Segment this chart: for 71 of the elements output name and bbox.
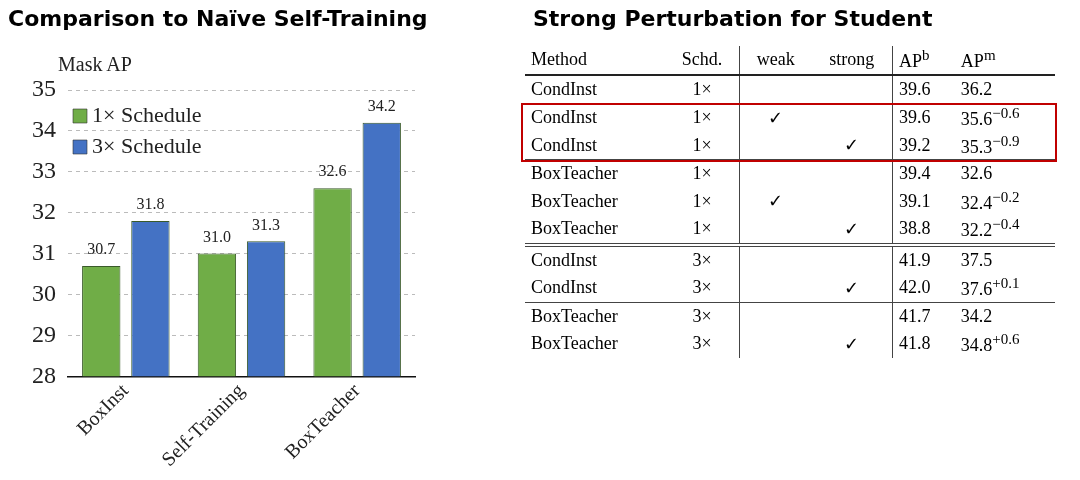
text: 39.2	[892, 131, 955, 160]
text: ✓	[811, 131, 893, 160]
text: 39.6	[892, 74, 955, 104]
text: 1×	[664, 159, 740, 188]
y-tick-label: 31	[32, 238, 56, 265]
text: 37.5	[959, 248, 994, 272]
data-label: 31.3	[252, 215, 281, 233]
legend-label: 3× Schedule	[92, 132, 202, 158]
text: ✓	[811, 215, 893, 245]
text: 39.4	[898, 162, 932, 186]
text: 42.0	[892, 274, 955, 302]
text: 1×	[664, 74, 740, 104]
text: ✓	[811, 330, 893, 358]
text: 3×	[664, 244, 740, 274]
text: 1×	[664, 131, 740, 160]
text: Strong Perturbation for Student	[533, 6, 933, 31]
y-tick-label: 28	[32, 361, 56, 388]
text: 34.8$^{+0.6}$	[959, 330, 1021, 358]
text: 39.6	[898, 106, 932, 130]
text: ✓	[767, 190, 785, 214]
text: 38.8	[892, 215, 955, 245]
text: BoxTeacher	[530, 332, 619, 356]
text: Schd.	[664, 46, 740, 75]
text: ✓	[811, 274, 893, 302]
y-tick-label: 35	[32, 75, 56, 102]
text: ✓	[767, 106, 785, 130]
y-tick-label: 33	[32, 157, 56, 184]
data-label: 31.8	[136, 195, 165, 213]
text: 41.8	[898, 332, 932, 356]
text: 39.1	[898, 189, 932, 213]
y-tick-label: 29	[32, 320, 56, 347]
text: 35.6$^{−0.6}$	[959, 104, 1021, 132]
data-label: 34.2	[367, 96, 396, 114]
text: BoxTeacher	[525, 215, 665, 245]
text: AP$^{b}$	[892, 46, 955, 75]
text: CondInst	[530, 248, 598, 272]
text: 36.2	[954, 74, 1055, 104]
data-label: 31.0	[202, 227, 231, 245]
legend-label: 1× Schedule	[92, 101, 202, 127]
text: 41.7	[898, 304, 932, 328]
text: 3×	[664, 330, 740, 358]
text: 32.6	[959, 162, 994, 186]
text: 1×	[664, 103, 740, 132]
text: 32.2$^{−0.4}$	[954, 215, 1055, 245]
text: BoxTeacher	[530, 304, 619, 328]
text: strong	[811, 46, 893, 75]
text: CondInst	[525, 74, 665, 104]
text: 3×	[664, 274, 740, 302]
text: 37.6$^{+0.1}$	[954, 274, 1055, 302]
y-tick-label: 34	[32, 116, 56, 143]
text: 34.2	[959, 304, 994, 328]
text: CondInst	[525, 274, 665, 302]
data-label: 32.6	[318, 162, 347, 180]
text: BoxTeacher	[530, 189, 619, 213]
text: 41.9	[898, 248, 932, 272]
text: 35.3$^{−0.9}$	[954, 131, 1055, 160]
y-tick-label: 30	[32, 279, 56, 306]
y-axis-title: Mask AP	[58, 53, 132, 76]
text: BoxTeacher	[530, 162, 619, 186]
text: 1×	[664, 187, 740, 215]
text: 32.4$^{−0.2}$	[959, 187, 1021, 215]
text: AP$^{m}$	[954, 46, 1055, 75]
y-tick-label: 32	[32, 198, 56, 225]
text: 1×	[664, 215, 740, 245]
text: Method	[525, 46, 665, 75]
data-label: 30.7	[87, 240, 116, 258]
text: CondInst	[530, 106, 598, 130]
chart-title: Comparison to Naïve Self-Training	[8, 6, 428, 31]
text: 3×	[664, 302, 740, 330]
text: weak	[739, 46, 812, 75]
text: CondInst	[525, 131, 665, 160]
